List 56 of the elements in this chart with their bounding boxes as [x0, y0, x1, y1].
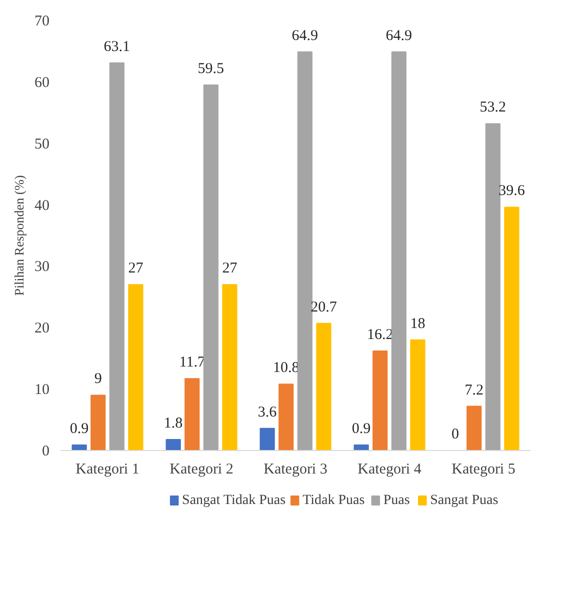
bar: [72, 444, 87, 450]
legend-label: Sangat Puas: [430, 493, 498, 508]
data-label: 39.6: [498, 183, 526, 200]
x-tick-label: Kategori 2: [170, 462, 234, 478]
x-tick-label: Kategori 4: [358, 462, 422, 478]
bar: [278, 384, 294, 450]
x-tick-label: Kategori 1: [76, 462, 140, 478]
x-tick-label: Kategori 5: [452, 462, 516, 478]
data-label: 9: [94, 371, 102, 388]
data-label: 0.9: [70, 420, 89, 437]
data-label: 59.5: [198, 61, 224, 77]
y-axis-title: Pilihan Responden (%): [12, 175, 26, 296]
bar: [90, 394, 106, 450]
bar: [203, 84, 218, 450]
data-label: 16.2: [366, 326, 394, 343]
data-label: 0.9: [352, 420, 371, 437]
bar: [128, 284, 144, 450]
bar: [504, 206, 520, 450]
legend-label: Puas: [383, 493, 410, 508]
data-label: 11.7: [179, 354, 206, 371]
bar: [222, 284, 238, 450]
x-tick-label: Kategori 3: [264, 462, 328, 478]
y-tick-label: 10: [34, 382, 50, 398]
bar: [410, 339, 426, 450]
data-label: 0: [452, 426, 460, 442]
bar: [372, 350, 388, 450]
bar: [466, 406, 482, 450]
bar: [391, 51, 406, 450]
legend-label: Sangat Tidak Puas: [182, 493, 286, 508]
bar: [297, 51, 312, 450]
y-tick-label: 20: [34, 320, 50, 337]
bar: [260, 428, 275, 450]
bar: [316, 322, 332, 450]
bar: [354, 444, 369, 450]
data-label: 3.6: [258, 404, 278, 420]
data-label: 63.1: [104, 38, 130, 55]
y-tick-label: 30: [34, 259, 50, 276]
bar: [485, 123, 500, 450]
data-label: 18: [410, 316, 426, 332]
data-label: 27: [222, 260, 238, 277]
y-tick-label: 0: [42, 444, 50, 460]
y-tick-label: 70: [34, 14, 50, 30]
data-label: 20.7: [310, 299, 338, 316]
data-label: 27: [128, 260, 144, 277]
bar: [184, 378, 200, 450]
legend-label: Tidak Puas: [302, 493, 365, 508]
data-label: 64.9: [292, 28, 318, 44]
bar: [109, 62, 124, 450]
bar: [166, 438, 181, 450]
data-label: 53.2: [480, 100, 506, 116]
y-tick-label: 60: [34, 74, 50, 91]
data-label: 64.9: [386, 28, 412, 44]
y-tick-label: 50: [34, 136, 50, 152]
y-tick-label: 40: [34, 198, 50, 214]
data-label: 7.2: [464, 382, 484, 398]
data-label: 1.8: [164, 415, 183, 432]
